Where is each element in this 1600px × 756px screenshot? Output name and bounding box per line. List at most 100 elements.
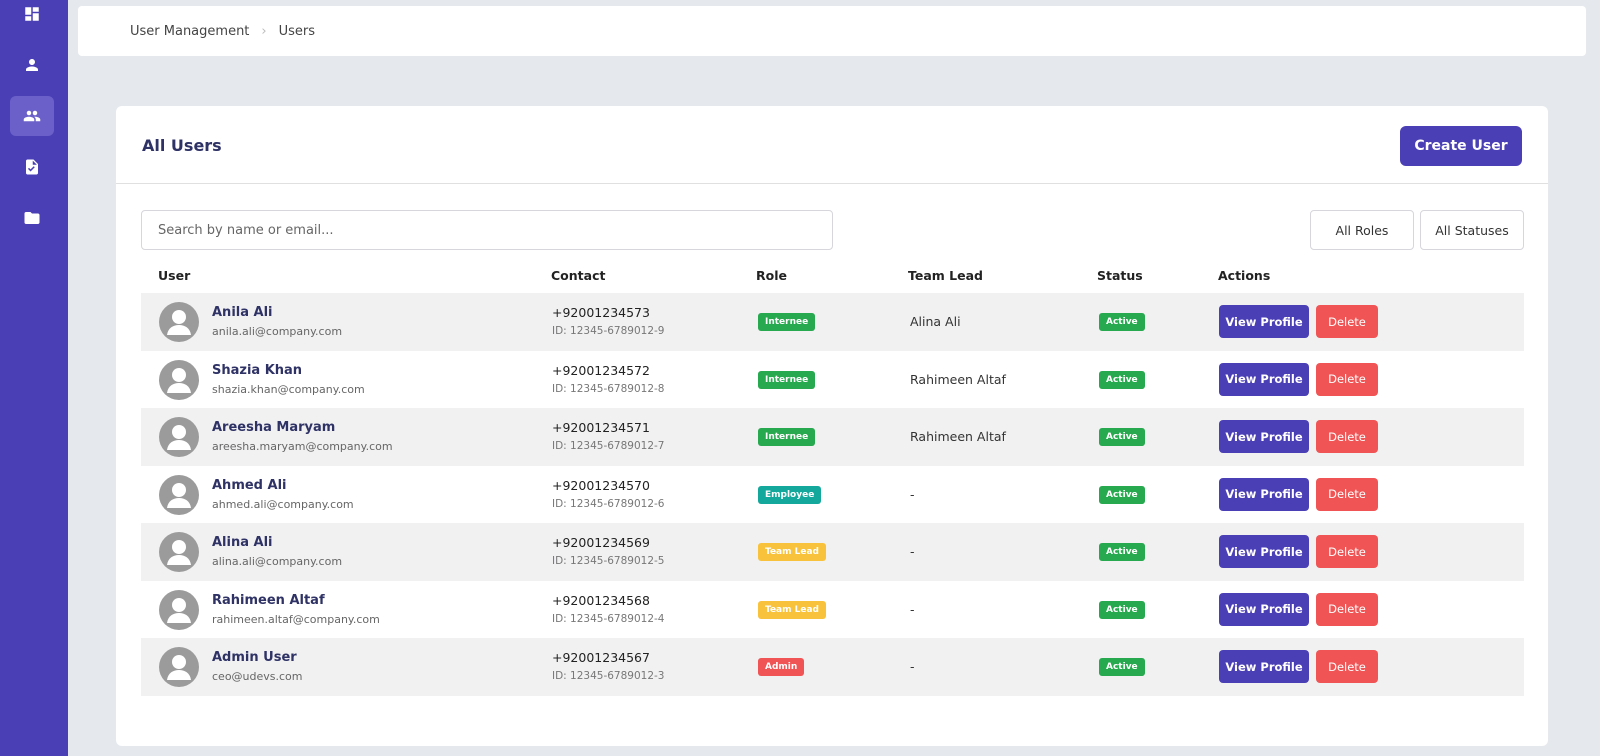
avatar: [159, 417, 199, 457]
table-row: Anila Ali anila.ali@company.com +9200123…: [141, 293, 1524, 351]
delete-button[interactable]: Delete: [1316, 477, 1378, 511]
column-header-user: User: [158, 268, 191, 283]
avatar: [159, 474, 199, 515]
sidebar-item-dashboard[interactable]: [10, 0, 54, 34]
team-lead: Rahimeen Altaf: [910, 429, 1006, 444]
status-badge: Active: [1099, 485, 1145, 504]
status-badge: Active: [1099, 370, 1145, 389]
user-email: rahimeen.altaf@company.com: [212, 612, 380, 626]
user-id: ID: 12345-6789012-7: [552, 440, 665, 452]
user-name: Shazia Khan: [212, 362, 303, 378]
avatar: [159, 302, 199, 342]
column-header-status: Status: [1097, 268, 1143, 283]
view-profile-button[interactable]: View Profile: [1219, 650, 1309, 683]
column-header-team-lead: Team Lead: [908, 268, 983, 283]
sidebar-item-files[interactable]: [10, 198, 54, 238]
team-lead: -: [910, 601, 915, 617]
team-lead: -: [910, 486, 915, 502]
sidebar-item-profile[interactable]: [10, 45, 54, 85]
page-title: All Users: [142, 136, 222, 155]
divider: [116, 183, 1548, 184]
view-profile-button[interactable]: View Profile: [1219, 305, 1309, 338]
sidebar: [0, 0, 68, 756]
create-user-button[interactable]: Create User: [1400, 126, 1522, 166]
clipboard-check-icon: [26, 159, 38, 175]
view-profile-button[interactable]: View Profile: [1219, 477, 1309, 511]
team-lead: Rahimeen Altaf: [910, 371, 1006, 387]
role-badge: Admin: [758, 658, 805, 676]
status-badge: Active: [1099, 543, 1145, 561]
table-row: Areesha Maryam areesha.maryam@company.co…: [141, 408, 1524, 466]
delete-button[interactable]: Delete: [1316, 535, 1378, 568]
user-name: Areesha Maryam: [212, 420, 336, 435]
role-badge: Internee: [758, 428, 816, 446]
table-header: User Contact Role Team Lead Status Actio…: [141, 268, 1524, 290]
user-phone: +92001234568: [552, 592, 650, 608]
avatar: [159, 532, 199, 572]
delete-button[interactable]: Delete: [1316, 420, 1378, 453]
user-id: ID: 12345-6789012-6: [552, 497, 665, 510]
role-badge: Employee: [758, 485, 822, 504]
user-avatar-icon: [167, 482, 191, 508]
user-id: ID: 12345-6789012-8: [552, 382, 665, 395]
delete-button[interactable]: Delete: [1316, 650, 1378, 683]
statuses-filter-select[interactable]: All Statuses: [1420, 210, 1524, 250]
role-badge: Team Lead: [758, 543, 826, 561]
user-phone: +92001234567: [552, 650, 650, 665]
user-avatar-icon: [167, 597, 191, 623]
status-badge: Active: [1099, 600, 1145, 619]
user-email: anila.ali@company.com: [212, 325, 343, 338]
sidebar-item-users[interactable]: [10, 96, 54, 136]
user-name: Admin User: [212, 650, 297, 665]
team-lead: -: [910, 544, 915, 559]
user-name: Anila Ali: [212, 305, 273, 320]
user-id: ID: 12345-6789012-5: [552, 555, 665, 567]
breadcrumb-current: Users: [278, 23, 316, 39]
view-profile-button[interactable]: View Profile: [1219, 362, 1309, 396]
table-row: Alina Ali alina.ali@company.com +9200123…: [141, 523, 1524, 581]
user-phone: +92001234570: [552, 477, 650, 493]
delete-button[interactable]: Delete: [1316, 362, 1378, 396]
avatar: [159, 359, 199, 400]
view-profile-button[interactable]: View Profile: [1219, 420, 1309, 453]
breadcrumb-parent[interactable]: User Management: [130, 23, 250, 39]
user-avatar-icon: [167, 540, 191, 565]
users-table-body: Anila Ali anila.ali@company.com +9200123…: [141, 293, 1524, 696]
user-avatar-icon: [167, 425, 191, 450]
user-phone: +92001234569: [552, 535, 650, 550]
user-phone: +92001234573: [552, 305, 650, 320]
user-id: ID: 12345-6789012-3: [552, 670, 665, 682]
roles-filter-select[interactable]: All Roles: [1310, 210, 1414, 250]
role-badge: Internee: [758, 370, 816, 389]
column-header-contact: Contact: [551, 268, 606, 283]
table-row: Rahimeen Altaf rahimeen.altaf@company.co…: [141, 581, 1524, 639]
user-id: ID: 12345-6789012-9: [552, 325, 665, 337]
view-profile-button[interactable]: View Profile: [1219, 592, 1309, 626]
users-card: All Users Create User All Roles All Stat…: [116, 106, 1548, 746]
user-icon: [26, 59, 38, 71]
table-row: Admin User ceo@udevs.com +92001234567 ID…: [141, 638, 1524, 696]
user-name: Ahmed Ali: [212, 477, 287, 493]
search-input[interactable]: [141, 210, 833, 250]
user-id: ID: 12345-6789012-4: [552, 612, 665, 625]
user-name: Alina Ali: [212, 535, 273, 550]
avatar: [159, 647, 199, 687]
status-badge: Active: [1099, 428, 1145, 446]
breadcrumb: User Management › Users: [78, 6, 1586, 56]
view-profile-button[interactable]: View Profile: [1219, 535, 1309, 568]
status-badge: Active: [1099, 658, 1145, 676]
sidebar-item-tasks[interactable]: [10, 147, 54, 187]
user-avatar-icon: [167, 310, 191, 335]
delete-button[interactable]: Delete: [1316, 305, 1378, 338]
users-icon: [23, 110, 41, 122]
folder-icon: [24, 212, 40, 224]
user-avatar-icon: [167, 655, 191, 680]
user-email: shazia.khan@company.com: [212, 382, 365, 396]
delete-button[interactable]: Delete: [1316, 592, 1378, 626]
user-email: alina.ali@company.com: [212, 555, 343, 568]
column-header-role: Role: [756, 268, 787, 283]
user-phone: +92001234572: [552, 362, 650, 378]
column-header-actions: Actions: [1218, 268, 1271, 283]
status-badge: Active: [1099, 313, 1145, 331]
user-phone: +92001234571: [552, 420, 650, 435]
